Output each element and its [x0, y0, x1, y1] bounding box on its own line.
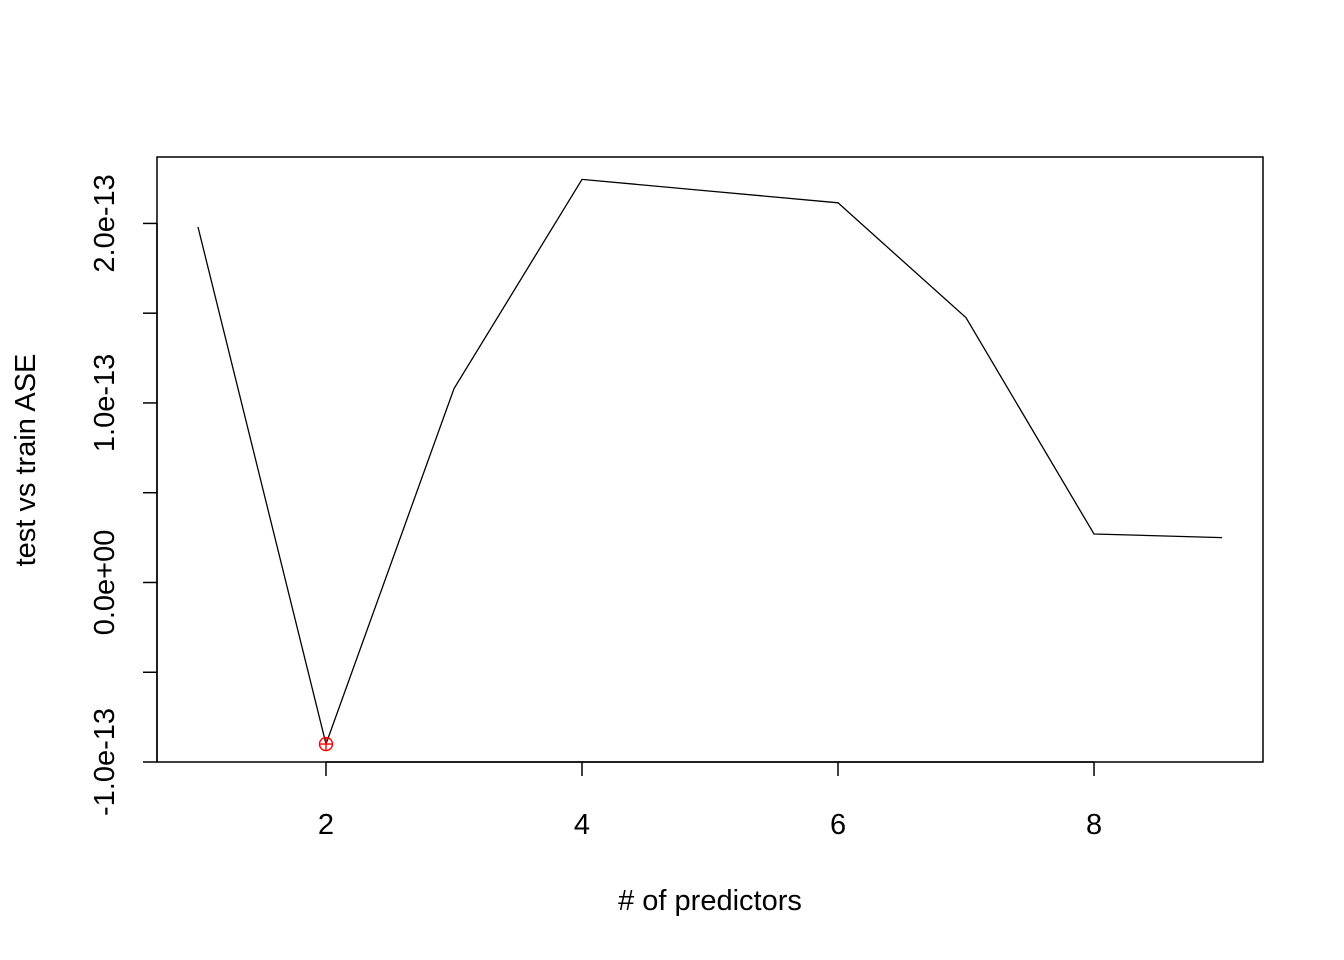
x-tick-label: 8 [1086, 809, 1102, 841]
x-axis-title: # of predictors [618, 885, 802, 917]
x-axis: 2 4 6 8 [318, 762, 1102, 841]
y-axis: -1.0e-13 0.0e+00 1.0e-13 2.0e-13 [89, 174, 157, 816]
plot-frame [157, 157, 1263, 762]
y-tick-label: 2.0e-13 [89, 174, 121, 272]
x-tick-label: 6 [830, 809, 846, 841]
y-axis-title: test vs train ASE [10, 354, 42, 567]
series [198, 179, 1222, 744]
y-tick-label: 1.0e-13 [89, 354, 121, 452]
min-highlight [319, 738, 332, 751]
y-tick-label: 0.0e+00 [89, 530, 121, 636]
x-tick-label: 4 [574, 809, 590, 841]
series-line [198, 179, 1222, 744]
x-tick-label: 2 [318, 809, 334, 841]
y-tick-label: -1.0e-13 [89, 708, 121, 816]
